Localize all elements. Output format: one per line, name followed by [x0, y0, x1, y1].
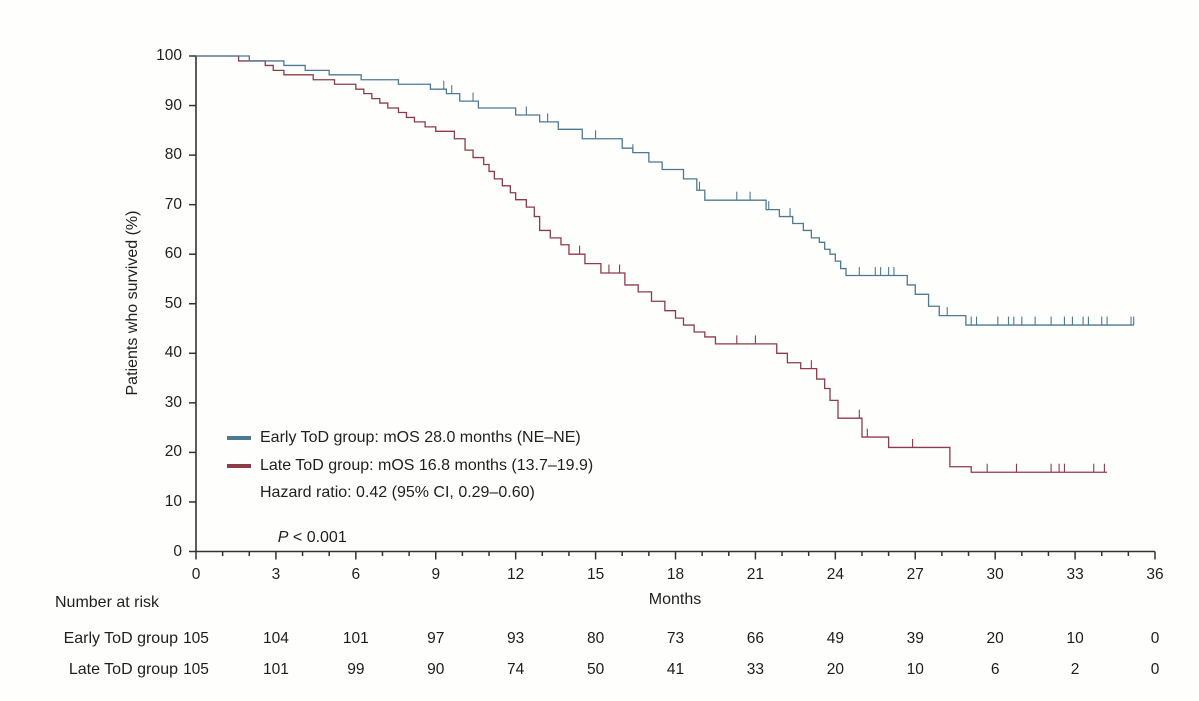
risk-count: 101 [342, 630, 369, 647]
x-tick-label: 27 [906, 566, 924, 583]
legend-swatch [227, 464, 251, 468]
risk-count: 93 [507, 630, 525, 647]
risk-count: 80 [586, 630, 605, 647]
y-tick-label: 10 [164, 492, 182, 510]
risk-count: 2 [1070, 661, 1080, 678]
legend: Early ToD group: mOS 28.0 months (NE–NE)… [227, 424, 593, 480]
legend-item-early-tod-group: Early ToD group: mOS 28.0 months (NE–NE) [227, 424, 593, 452]
risk-row-label-late-tod-group: Late ToD group [68, 661, 178, 678]
x-tick-label: 33 [1066, 566, 1084, 583]
x-tick-label: 18 [666, 566, 685, 583]
risk-count: 74 [507, 661, 525, 678]
risk-count: 10 [906, 661, 924, 678]
legend-label: Late ToD group: mOS 16.8 months (13.7–19… [260, 457, 594, 474]
risk-count: 105 [183, 630, 209, 647]
late-tod-group-censor-ticks [579, 245, 1105, 473]
x-tick-label: 12 [507, 566, 525, 583]
y-tick-label: 0 [173, 542, 182, 560]
risk-count: 101 [262, 661, 289, 678]
risk-count: 6 [990, 661, 1000, 678]
x-tick-label: 0 [191, 566, 201, 583]
risk-count: 41 [666, 661, 685, 678]
x-tick-label: 36 [1146, 566, 1164, 583]
y-tick-label: 100 [156, 47, 182, 64]
p-value-text: P < 0.001 [260, 511, 347, 565]
y-tick-label: 50 [164, 294, 182, 312]
early-tod-group-censor-ticks [443, 80, 1135, 326]
risk-count: 39 [906, 630, 924, 647]
y-tick-label: 20 [164, 443, 182, 461]
risk-count: 20 [986, 630, 1004, 647]
risk-count: 20 [826, 661, 844, 678]
risk-count: 97 [427, 630, 445, 647]
risk-count: 73 [666, 630, 685, 647]
hazard-ratio-text: Hazard ratio: 0.42 (95% CI, 0.29–0.60) [260, 484, 535, 501]
risk-count: 90 [427, 661, 445, 678]
x-tick-label: 6 [351, 566, 361, 583]
risk-count: 105 [183, 661, 209, 678]
x-tick-label: 9 [431, 566, 441, 583]
risk-table-title: Number at risk [55, 594, 160, 611]
risk-count: 10 [1066, 630, 1084, 647]
y-tick-label: 90 [164, 96, 182, 114]
early-tod-group-curve [196, 55, 1134, 326]
y-tick-label: 80 [164, 146, 182, 164]
y-tick-label: 40 [164, 344, 182, 362]
risk-count: 66 [746, 630, 765, 647]
risk-count: 0 [1150, 630, 1160, 647]
x-tick-label: 3 [271, 566, 281, 583]
risk-row-label-early-tod-group: Early ToD group [63, 630, 178, 647]
p-symbol: P [277, 529, 289, 546]
legend-label: Early ToD group: mOS 28.0 months (NE–NE) [260, 429, 581, 446]
risk-count: 50 [586, 661, 605, 678]
risk-count: 99 [347, 661, 365, 678]
x-tick-label: 15 [586, 566, 605, 583]
axis-ticks [189, 55, 1156, 560]
x-axis-title: Months [648, 591, 702, 608]
p-value: < 0.001 [288, 529, 347, 546]
x-tick-label: 30 [986, 566, 1004, 583]
risk-count: 0 [1150, 661, 1160, 678]
risk-count: 33 [746, 661, 765, 678]
risk-count: 104 [262, 630, 289, 647]
legend-item-late-tod-group: Late ToD group: mOS 16.8 months (13.7–19… [227, 452, 593, 480]
risk-count: 49 [826, 630, 844, 647]
legend-swatch [227, 436, 251, 440]
y-tick-label: 30 [164, 393, 182, 411]
x-tick-label: 24 [826, 566, 844, 583]
x-tick-label: 21 [746, 566, 765, 583]
late-tod-group-curve [196, 55, 1108, 473]
y-tick-label: 70 [164, 195, 182, 213]
y-tick-label: 60 [164, 245, 182, 263]
